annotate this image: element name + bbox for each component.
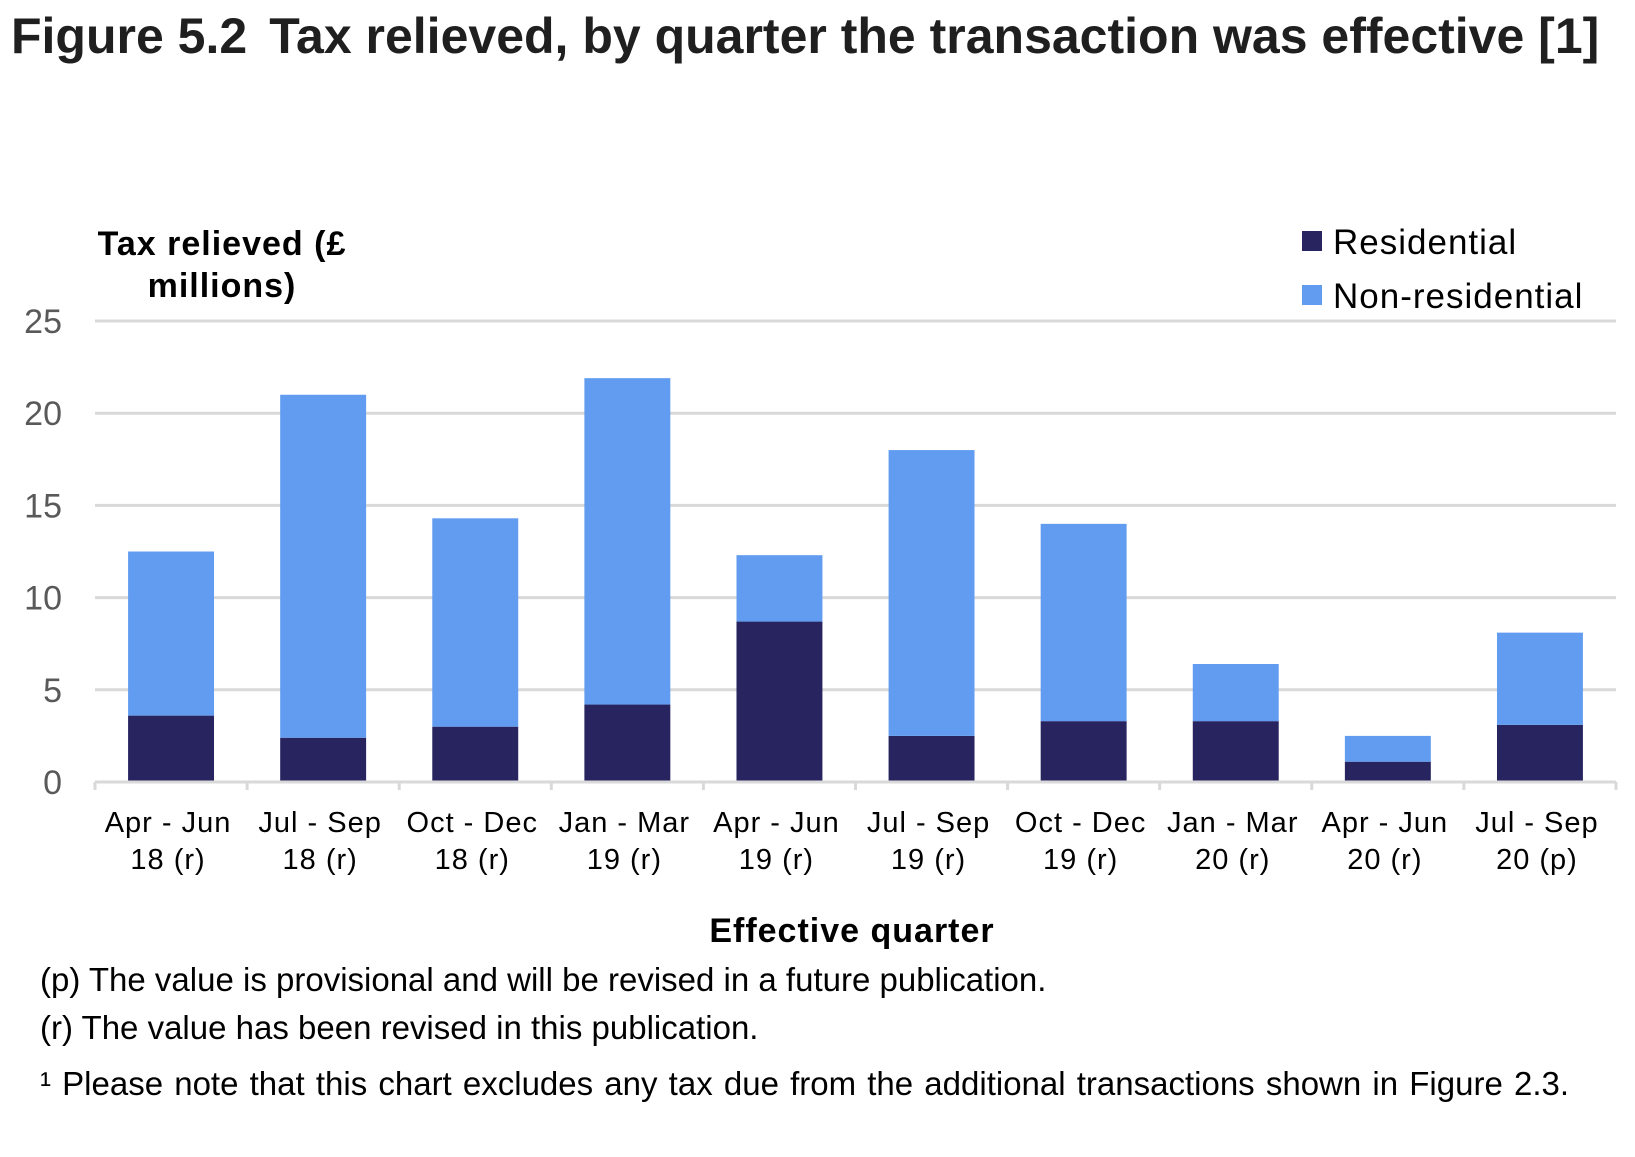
bar-residential — [1496, 724, 1583, 782]
y-tick-label: 5 — [43, 672, 62, 710]
y-tick-label: 25 — [24, 303, 62, 341]
x-tick-label: Oct - Dec 19 (r) — [1015, 807, 1146, 876]
y-axis-title: Tax relieved (£ millions) — [98, 225, 347, 305]
x-tick-label: Jan - Mar 19 (r) — [559, 807, 690, 876]
bar-residential — [280, 737, 367, 782]
x-tick-label: Apr - Jun 18 (r) — [105, 807, 232, 876]
bar-residential — [1192, 721, 1279, 782]
x-tick-label: Jan - Mar 20 (r) — [1167, 807, 1298, 876]
bar-residential — [128, 715, 215, 782]
x-tick-label: Jul - Sep 18 (r) — [258, 807, 381, 876]
stacked-bar-chart: 0 5 10 15 20 25 Apr - Jun 18 (r) Jul - Sep 18 (r… — [24, 223, 1618, 950]
figure-title-text: Tax relieved, by quarter the transaction… — [269, 8, 1600, 64]
x-axis-title: Effective quarter — [709, 912, 994, 950]
bars — [128, 378, 1583, 782]
bar-non-residential — [1192, 663, 1279, 722]
bar-non-residential — [128, 551, 215, 716]
bar-residential — [432, 726, 519, 782]
figure-title: Figure 5.2 Tax relieved, by quarter the t… — [11, 4, 1621, 68]
y-tick-label: 15 — [24, 487, 62, 525]
bar-residential — [584, 704, 671, 782]
note-exclusion: ¹ Please note that this chart excludes a… — [40, 1065, 1570, 1102]
legend: Residential Non-residential — [1302, 223, 1583, 316]
legend-label: Non-residential — [1333, 277, 1583, 316]
bar-non-residential — [888, 450, 975, 736]
x-tick-label: Jul - Sep 20 (p) — [1475, 807, 1598, 876]
legend-swatch — [1302, 231, 1322, 251]
x-axis-labels: Apr - Jun 18 (r) Jul - Sep 18 (r) Oct - Dec 1… — [105, 807, 1598, 876]
y-tick-label: 20 — [24, 395, 62, 433]
y-axis-ticks: 0 5 10 15 20 25 — [24, 303, 62, 802]
x-tick-label: Oct - Dec 18 (r) — [407, 807, 538, 876]
x-axis — [93, 780, 1618, 790]
footnotes: (p) The value is provisional and will be… — [40, 960, 1620, 1106]
x-tick-label: Apr - Jun 19 (r) — [713, 807, 840, 876]
bar-residential — [888, 735, 975, 782]
legend-swatch — [1302, 285, 1322, 305]
x-tick-label: Jul - Sep 19 (r) — [867, 807, 990, 876]
note-revised: (r) The value has been revised in this p… — [40, 1009, 759, 1046]
bar-non-residential — [432, 518, 519, 727]
bar-non-residential — [280, 394, 367, 738]
x-tick-label: Apr - Jun 20 (r) — [1322, 807, 1449, 876]
bar-non-residential — [1344, 735, 1431, 762]
bar-non-residential — [1496, 632, 1583, 725]
legend-label: Residential — [1333, 223, 1517, 262]
bar-residential — [1344, 761, 1431, 782]
bar-non-residential — [1040, 523, 1127, 722]
y-tick-label: 0 — [43, 764, 62, 802]
figure-number: Figure 5.2 — [11, 8, 248, 64]
note-provisional: (p) The value is provisional and will be… — [40, 961, 1047, 998]
bar-non-residential — [584, 378, 671, 705]
y-tick-label: 10 — [24, 580, 62, 618]
bar-non-residential — [736, 555, 823, 622]
bar-residential — [1040, 721, 1127, 782]
bar-residential — [736, 621, 823, 782]
